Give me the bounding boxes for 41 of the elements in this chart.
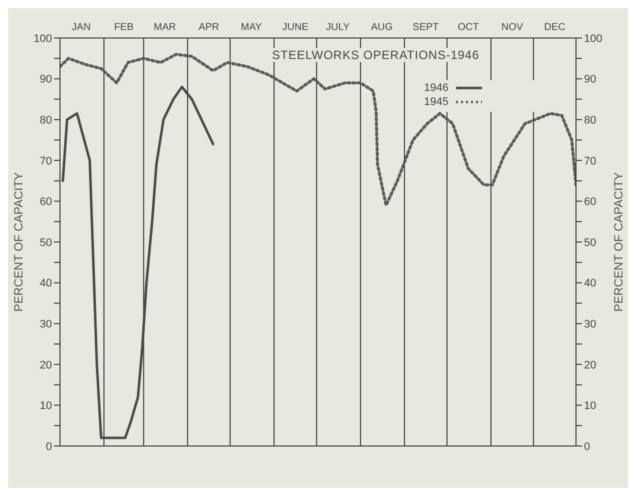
y-tick-label: 80 [40, 114, 52, 127]
line-series [60, 52, 576, 207]
x-tick-label: MAY [240, 22, 262, 33]
y2-tick-label: 20 [584, 359, 596, 372]
legend-label: 1945 [424, 96, 448, 108]
y2-tick-label: 10 [584, 400, 596, 412]
y-tick-label: 70 [40, 155, 52, 168]
y-tick-label: 20 [40, 359, 52, 372]
x-tick-label: OCT [458, 22, 479, 33]
x-tick-label: JUNE [282, 22, 309, 33]
y2-tick-label: 60 [584, 196, 596, 208]
y-tick-label: 40 [40, 278, 52, 290]
x-tick-label: DEC [544, 22, 566, 33]
y2-tick-label: 90 [584, 74, 596, 86]
x-tick-label: JULY [326, 22, 350, 33]
legend-label: 1946 [424, 82, 448, 94]
line-series [62, 86, 214, 440]
text: STEELWORKS OPERATIONS-1946 [268, 48, 484, 62]
y2-axis-title: PERCENT OF CAPACITY [611, 172, 626, 312]
y-tick-label: 100 [34, 32, 52, 45]
y2-tick-label: 100 [584, 32, 602, 45]
y2-tick-label: 40 [584, 278, 596, 290]
y2-tick-label: 0 [584, 440, 590, 453]
y-tick-label: 10 [40, 400, 52, 412]
y2-tick-label: 70 [584, 155, 596, 168]
x-tick-label: SEPT [412, 22, 439, 33]
y-tick-label: 50 [40, 236, 52, 249]
y2-tick-label: 30 [584, 318, 596, 331]
y2-tick-label: 50 [584, 236, 596, 249]
y-tick-label: 30 [40, 318, 52, 331]
x-tick-label: NOV [501, 22, 524, 33]
x-tick-label: AUG [370, 22, 393, 33]
x-tick-label: FEB [114, 22, 134, 33]
y-axis-title: PERCENT OF CAPACITY [11, 172, 26, 312]
y-tick-label: 60 [40, 196, 52, 208]
x-tick-label: JAN [72, 22, 91, 33]
x-tick-label: APR [198, 22, 220, 33]
y2-tick-label: 80 [584, 114, 596, 127]
y-tick-label: 90 [40, 74, 52, 86]
x-tick-label: MAR [154, 22, 176, 33]
y-tick-label: 0 [46, 440, 52, 453]
